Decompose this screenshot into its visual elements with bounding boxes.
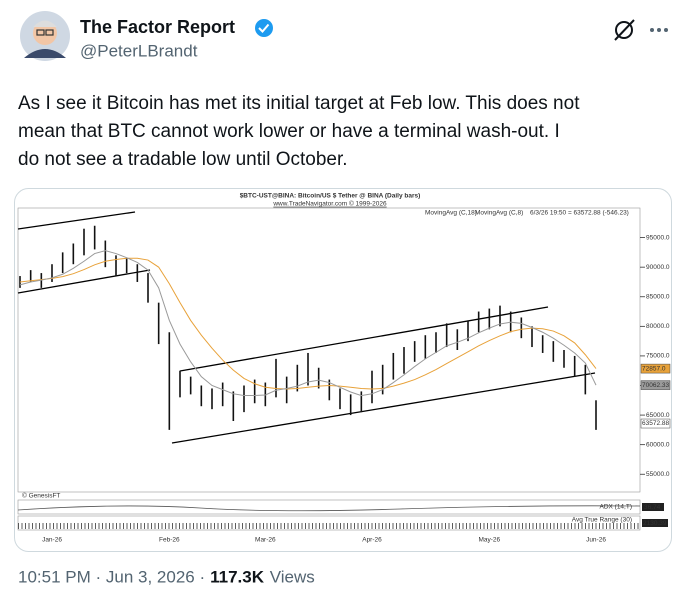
timestamp[interactable]: 10:51 PM · Jun 3, 2026 · <box>18 567 205 586</box>
chart: $BTC-UST@BINA: Bitcoin/US $ Tether @ BIN… <box>17 193 671 544</box>
grok-icon[interactable] <box>614 19 635 41</box>
author-name[interactable]: The Factor Report <box>80 17 235 37</box>
price-marker <box>640 363 671 374</box>
source: © GenesisFT <box>22 492 60 500</box>
chart-subtitle: www.TradeNavigator.com © 1999-2026 <box>272 200 387 208</box>
x-tick-label: Jan-26 <box>42 537 62 544</box>
author-handle[interactable]: @PeterLBrandt <box>80 41 198 60</box>
trend-lines <box>17 211 596 444</box>
indicator-value: 36.74 <box>644 504 661 511</box>
avatar[interactable] <box>20 11 70 61</box>
chart-title: $BTC-UST@BINA: Bitcoin/US $ Tether @ BIN… <box>240 193 421 200</box>
adx-line <box>17 505 641 512</box>
legend-entry: MovingAvg (C,18) <box>425 210 477 217</box>
x-tick-label: Jun-26 <box>586 537 606 544</box>
legend-entry: MovingAvg (C,8) <box>475 210 523 217</box>
adx-panel <box>17 499 641 515</box>
x-tick-label: May-26 <box>478 537 500 544</box>
y-tick-label: 55000.0 <box>646 471 670 478</box>
price-marker-label: 63572.88 <box>642 420 669 427</box>
x-tick-label: Feb-26 <box>159 537 180 544</box>
price-marker <box>640 380 671 390</box>
indicator-box <box>642 519 668 527</box>
post-text: As I see it Bitcoin has met its initial … <box>18 93 580 114</box>
views-label: Views <box>270 567 315 586</box>
indicator-value: 2130.39 <box>643 520 667 527</box>
y-tick-label: 75000.0 <box>646 353 670 360</box>
atr-bars <box>18 523 640 529</box>
y-tick-label: 90000.0 <box>646 264 670 271</box>
verified-badge <box>255 19 273 37</box>
price-marker <box>640 418 671 429</box>
x-tick-label: Apr-26 <box>362 537 382 544</box>
plot-frame <box>17 207 641 493</box>
y-tick-label: 85000.0 <box>646 293 670 300</box>
more-icon[interactable] <box>650 28 668 32</box>
x-tick-label: Mar-26 <box>255 537 276 544</box>
post-text: do not see a tradable low until October. <box>18 149 348 170</box>
moving-average <box>19 257 597 390</box>
readout: 6/3/26 19:50 = 63572.88 (-546.23) <box>530 210 629 217</box>
indicator-box <box>642 503 664 511</box>
moving-average <box>19 250 597 397</box>
y-tick-label: 60000.0 <box>646 441 670 448</box>
view-count: 117.3K <box>210 567 265 586</box>
price-marker-label: 70062.33 <box>642 382 669 389</box>
price-marker-label: 72857.0 <box>642 365 666 372</box>
indicator-name: ADX (14,T) <box>599 504 632 511</box>
y-tick-label: 80000.0 <box>646 323 670 330</box>
indicator-name: Avg True Range (30) <box>572 517 632 524</box>
post-text: mean that BTC cannot work lower or have … <box>18 121 560 142</box>
y-tick-label: 95000.0 <box>646 234 670 241</box>
y-tick-label: 65000.0 <box>646 412 670 419</box>
media-frame[interactable] <box>14 188 672 552</box>
